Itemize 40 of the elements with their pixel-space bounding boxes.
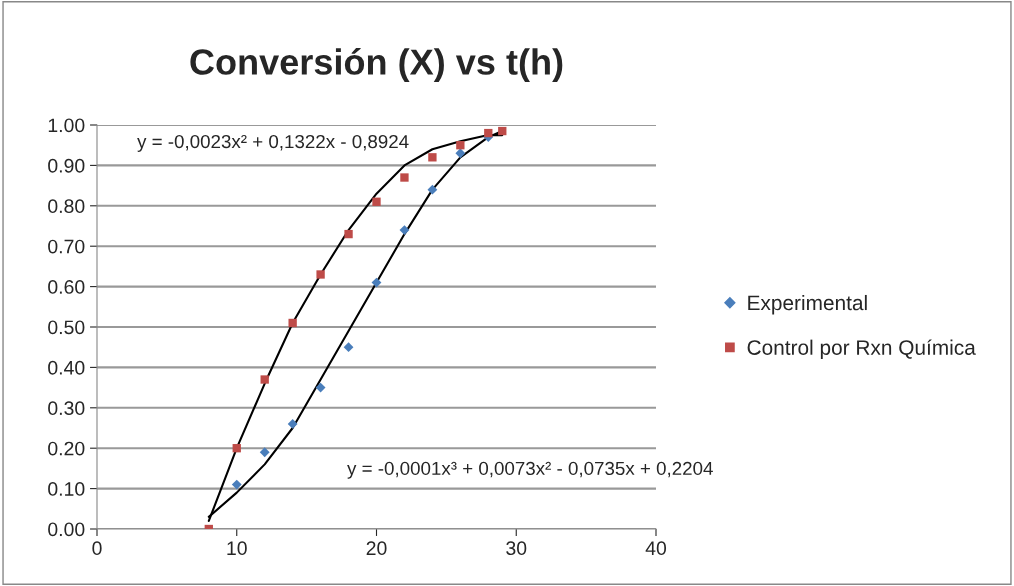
legend-label: Experimental — [748, 294, 867, 315]
point — [287, 419, 298, 429]
chart-title: Conversión (X) vs t(h) — [190, 48, 563, 82]
y-tick-label: 0.40 — [48, 360, 85, 375]
point — [498, 126, 507, 136]
point — [427, 184, 438, 195]
point — [316, 270, 325, 279]
y-tick-label: 0.20 — [48, 441, 85, 456]
point — [288, 318, 297, 328]
point — [231, 479, 242, 490]
point — [372, 197, 381, 206]
y-tick-label: 0.90 — [48, 158, 85, 173]
x-tick-label: 30 — [506, 541, 527, 556]
x-tick-label: 40 — [645, 541, 667, 556]
point — [484, 128, 493, 138]
x-tick-label: 20 — [366, 541, 387, 556]
point — [344, 229, 353, 239]
x-tick-label: 10 — [227, 541, 247, 556]
point — [455, 148, 466, 159]
point — [260, 375, 269, 384]
y-tick-label: 0.00 — [48, 522, 85, 537]
y-tick-label: 0.80 — [48, 199, 85, 214]
y-tick-label: 1.00 — [48, 118, 85, 133]
y-tick-label: 0.60 — [48, 280, 85, 294]
point — [343, 342, 354, 353]
legend-label: Control por Rxn Química — [747, 339, 976, 360]
y-tick-label: 0.50 — [48, 320, 85, 335]
y-tick-label: 0.30 — [48, 401, 85, 416]
y-tick-label: 0.10 — [48, 482, 85, 496]
y-tick-label: 0.70 — [48, 239, 85, 254]
point — [400, 173, 409, 182]
point — [232, 444, 241, 453]
point — [456, 141, 465, 150]
point — [399, 225, 410, 235]
point — [315, 382, 326, 393]
x-tick-label: 0 — [92, 541, 102, 556]
point — [259, 447, 270, 458]
annotation: y = -0,0023x² + 0,1322x - 0,8924 — [137, 134, 409, 152]
annotation: y = -0,0001x³ + 0,0073x² - 0,0735x + 0,2204 — [347, 461, 713, 479]
point — [428, 153, 437, 162]
